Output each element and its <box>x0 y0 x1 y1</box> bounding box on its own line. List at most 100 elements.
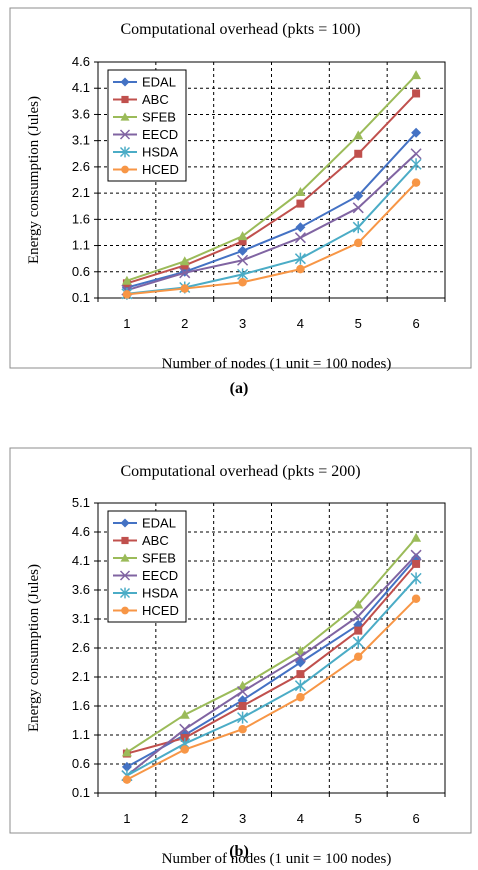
y-tick-label: 1.1 <box>72 727 90 742</box>
y-tick-label: 3.1 <box>72 133 90 148</box>
x-tick-label: 4 <box>297 316 304 331</box>
data-point-triangle <box>295 645 306 655</box>
data-point-x <box>352 610 364 622</box>
data-point-diamond <box>295 222 306 233</box>
data-point-square <box>180 261 189 270</box>
chart-title: Computational overhead (pkts = 100) <box>120 21 360 38</box>
x-tick-label: 2 <box>181 811 188 826</box>
legend-label: HCED <box>142 603 179 618</box>
x-tick-label: 6 <box>412 811 419 826</box>
series-hced <box>122 594 421 784</box>
data-point-circle <box>296 264 305 274</box>
series-line <box>126 181 417 296</box>
series-line <box>126 577 417 777</box>
data-point-circle <box>354 238 363 248</box>
data-point-triangle <box>295 187 306 197</box>
legend-item-abc: ABC <box>113 533 169 548</box>
data-point-asterisk <box>119 146 131 158</box>
y-tick-label: 2.1 <box>72 669 90 684</box>
data-point-x <box>119 129 131 140</box>
y-axis-label: Energy consumption (Jules) <box>26 564 42 732</box>
legend-item-hsda: HSDA <box>113 586 178 601</box>
data-point-diamond <box>411 127 422 138</box>
legend-item-eecd: EECD <box>113 568 178 583</box>
data-point-triangle <box>237 680 248 690</box>
legend: EDAL ABC SFEB EECD HSDA HCED <box>107 69 187 182</box>
data-point-triangle <box>120 112 130 121</box>
legend-item-edal: EDAL <box>113 516 176 531</box>
legend-label: EDAL <box>142 75 176 90</box>
data-point-circle <box>238 724 247 734</box>
x-tick-label: 1 <box>123 316 130 331</box>
series-line <box>126 153 417 292</box>
data-point-circle <box>411 178 421 187</box>
data-point-square <box>238 702 247 710</box>
data-point-asterisk <box>352 221 364 234</box>
y-tick-label: 0.1 <box>72 785 90 800</box>
data-point-diamond <box>120 77 130 87</box>
data-point-circle <box>121 606 129 615</box>
data-point-triangle <box>179 256 190 266</box>
y-tick-label: 1.6 <box>72 698 90 713</box>
y-tick-label: 5.1 <box>72 495 90 510</box>
series-eecd <box>121 549 422 782</box>
x-tick-label: 3 <box>239 316 246 331</box>
x-axis-label: Number of nodes (1 unit = 100 nodes) <box>162 851 392 867</box>
data-point-x <box>119 570 131 581</box>
y-tick-label: 3.1 <box>72 611 90 626</box>
legend-item-eecd: EECD <box>113 127 178 142</box>
legend-item-sfeb: SFEB <box>113 110 176 125</box>
legend-item-abc: ABC <box>113 92 169 107</box>
data-point-triangle <box>237 231 248 241</box>
chart-a: Computational overhead (pkts = 100) 0.1 0.… <box>9 7 472 372</box>
series-hced <box>122 178 421 299</box>
data-point-triangle <box>121 747 132 757</box>
y-tick-label: 1.1 <box>72 238 90 253</box>
data-point-diamond <box>237 245 248 256</box>
data-point-circle <box>238 278 247 287</box>
x-tick-label: 5 <box>355 316 362 331</box>
legend-label: HSDA <box>142 586 178 601</box>
data-point-diamond <box>121 761 132 772</box>
legend: EDAL ABC SFEB EECD HSDA HCED <box>107 510 187 623</box>
x-tick-label: 5 <box>355 811 362 826</box>
y-tick-label: 3.6 <box>72 582 90 597</box>
data-point-asterisk <box>352 636 364 649</box>
data-point-circle <box>354 652 363 661</box>
data-point-square <box>296 199 305 208</box>
legend-item-edal: EDAL <box>113 75 176 90</box>
series-sfeb <box>121 70 422 285</box>
data-point-circle <box>180 745 189 754</box>
legend-label: HSDA <box>142 145 178 160</box>
legend-label: SFEB <box>142 551 176 566</box>
y-tick-label: 0.6 <box>72 756 90 771</box>
data-point-circle <box>296 693 305 702</box>
chart-panel-b: Computational overhead (pkts = 200) 0.1 0.… <box>0 440 478 870</box>
data-point-x <box>352 202 364 214</box>
data-point-triangle <box>353 599 364 609</box>
data-point-square <box>238 237 247 246</box>
data-point-circle <box>122 290 132 299</box>
data-point-x <box>410 549 422 561</box>
caption-b: (b) <box>229 843 249 860</box>
y-tick-label: 2.6 <box>72 640 90 655</box>
series-line <box>126 554 417 777</box>
series-line <box>126 132 417 289</box>
data-point-x <box>410 148 422 160</box>
y-tick-label: 4.6 <box>72 54 90 69</box>
data-point-triangle <box>353 130 364 140</box>
y-tick-label: 3.6 <box>72 106 90 121</box>
data-point-x <box>294 651 306 663</box>
data-point-square <box>354 149 363 158</box>
legend-item-hced: HCED <box>113 603 179 618</box>
data-point-square <box>354 626 363 635</box>
x-axis-label: Number of nodes (1 unit = 100 nodes) <box>162 356 392 372</box>
series-line <box>126 74 417 282</box>
x-tick-label: 1 <box>123 811 130 826</box>
data-point-x <box>237 254 249 266</box>
legend-label: ABC <box>142 92 169 107</box>
y-tick-label: 4.1 <box>72 80 90 95</box>
data-point-x <box>179 267 191 279</box>
data-point-square <box>296 670 305 679</box>
data-point-diamond <box>353 190 364 201</box>
